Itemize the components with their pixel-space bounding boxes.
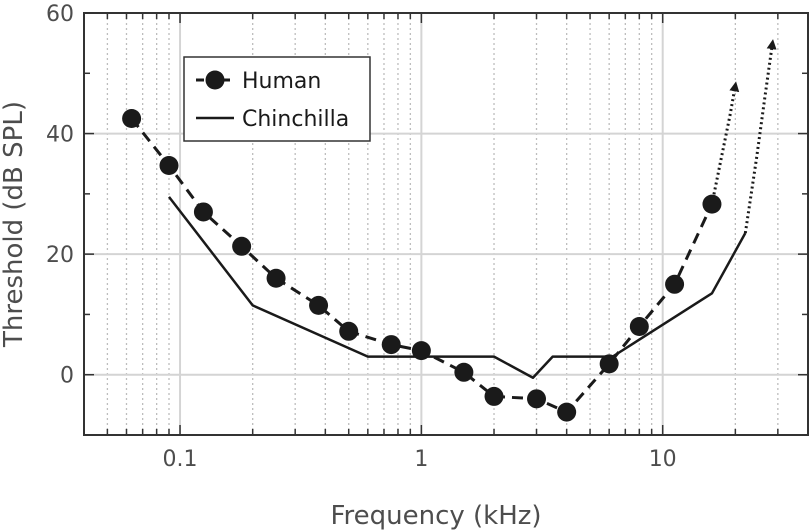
chinchilla-series-line — [168, 196, 747, 379]
human-data-point — [484, 386, 504, 406]
series-layer — [122, 39, 777, 422]
y-tick-label: 20 — [46, 243, 74, 268]
x-axis-title: Frequency (kHz) — [330, 501, 541, 531]
y-tick-label: 0 — [60, 364, 74, 389]
ticks: 0.1 1 10 0 20 40 60 — [46, 2, 809, 472]
chinchilla-legend-label: Chinchilla — [242, 107, 349, 132]
human-data-point — [309, 295, 329, 315]
human-data-point — [381, 335, 401, 355]
x-tick-label: 10 — [649, 447, 677, 472]
y-tick-label: 60 — [46, 2, 74, 27]
human-data-point — [702, 194, 722, 214]
human-data-point — [411, 341, 431, 361]
x-tick-label: 0.1 — [163, 447, 198, 472]
human-data-point — [339, 321, 359, 341]
human-extension-arrow — [710, 81, 740, 205]
chinchilla-extension-arrow — [743, 39, 777, 234]
human-data-point — [557, 402, 577, 422]
human-legend-label: Human — [242, 69, 321, 94]
human-data-point — [629, 316, 649, 336]
human-data-point — [599, 354, 619, 374]
human-data-point — [159, 156, 179, 176]
human-data-point — [193, 202, 213, 222]
human-data-point — [266, 268, 286, 288]
plot-frame — [83, 12, 809, 436]
x-tick-label: 1 — [414, 447, 428, 472]
y-axis-title: Threshold (dB SPL) — [0, 101, 29, 348]
human-data-point — [122, 109, 142, 128]
human-data-point — [665, 274, 685, 294]
human-data-point — [454, 362, 474, 382]
human-legend-marker — [205, 70, 225, 90]
legend: Human Chinchilla — [183, 56, 371, 142]
human-data-point — [232, 236, 252, 256]
y-tick-label: 40 — [46, 123, 74, 148]
human-data-point — [527, 389, 547, 409]
